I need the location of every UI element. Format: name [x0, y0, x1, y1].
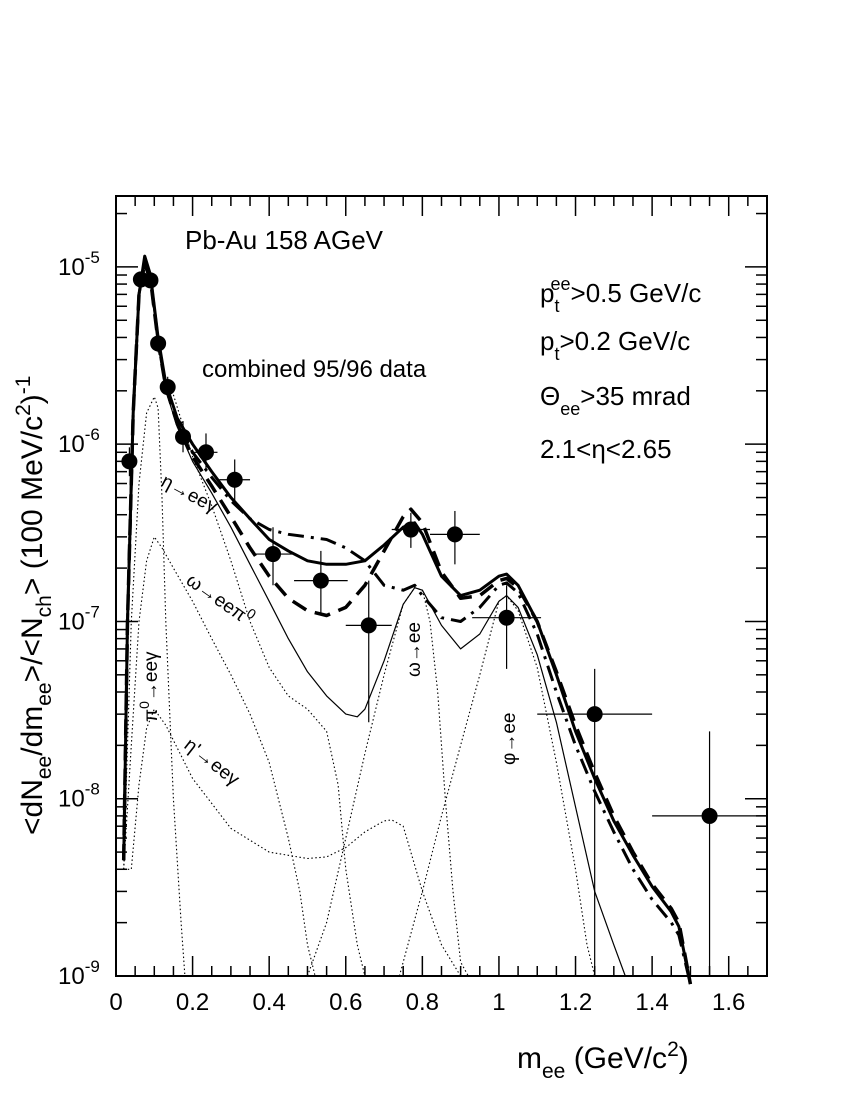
data-point: [391, 512, 431, 548]
x-tick-label: 0.6: [329, 989, 362, 1016]
data-point: [430, 510, 480, 565]
cut-theta: Θee>35 mrad: [540, 381, 691, 419]
data-point: [142, 272, 159, 289]
curve-omega: [306, 587, 469, 977]
data-marker: [175, 428, 192, 445]
data-marker: [159, 379, 176, 396]
label-omega-dalitz: ω→eeπ0: [182, 566, 259, 631]
data-marker: [265, 546, 282, 563]
x-axis-title: mee (GeV/c2): [517, 1038, 689, 1083]
plot-frame: [115, 195, 768, 977]
x-tick-label: 0: [109, 989, 122, 1016]
data-marker: [586, 706, 603, 723]
data-marker: [446, 526, 463, 543]
data-point: [253, 527, 293, 586]
x-tick-label: 1.6: [712, 989, 745, 1016]
y-tick-label: 10-5: [58, 248, 100, 281]
curve-etaprime: [172, 394, 366, 977]
data-point: [345, 580, 392, 723]
data-marker: [498, 609, 515, 626]
x-tick-label: 1.4: [635, 989, 668, 1016]
y-tick-label: 10-6: [58, 425, 100, 458]
y-axis-title: <dNee/dmee>/<Nch> (100 MeV/c2)-1: [12, 376, 56, 835]
curve-phi: [398, 595, 596, 977]
data-marker: [312, 572, 329, 589]
curve-pi0: [123, 396, 186, 977]
x-tick-label: 0.8: [406, 989, 439, 1016]
data-marker: [150, 335, 167, 352]
x-tick-label: 1: [492, 989, 505, 1016]
label-pi0-dalitz: π0→eeγ: [136, 651, 162, 722]
data-marker: [701, 807, 718, 824]
label-phi-ee: φ→ee: [499, 713, 520, 765]
y-tick-label: 10-9: [58, 957, 100, 990]
curve-dashdot-thick: [122, 261, 692, 985]
curve-solid-thin: [123, 266, 626, 977]
data-marker: [197, 444, 214, 461]
data-point: [121, 447, 138, 477]
cut-pt: pt>0.2 GeV/c: [540, 326, 690, 364]
y-tick-label: 10-8: [58, 780, 100, 813]
x-tick-label: 0.2: [176, 989, 209, 1016]
data-point: [159, 376, 176, 397]
x-tick-label: 1.2: [559, 989, 592, 1016]
axis-ticks: 0 0.2 0.4 0.6 0.8 1 1.2 1.4 1.6 10-9 10-8 10-7 10-6 1…: [58, 196, 768, 1016]
cut-eta: 2.1<η<2.65: [540, 434, 672, 464]
label-omega-ee: ω→ee: [404, 622, 425, 677]
data-point: [652, 731, 767, 976]
data-point: [194, 433, 218, 472]
data-marker: [226, 471, 243, 488]
x-tick-label: 0.4: [252, 989, 285, 1016]
curve-eta: [123, 536, 316, 977]
data-point: [472, 585, 542, 669]
data-marker: [121, 453, 138, 470]
data-point: [294, 550, 348, 615]
data-marker: [360, 617, 377, 634]
system-label: Pb-Au 158 AGeV: [185, 225, 384, 255]
label-etaprime-dalitz: η'→eeγ: [180, 734, 244, 790]
dataset-label: combined 95/96 data: [202, 356, 427, 383]
y-tick-label: 10-7: [58, 602, 100, 635]
data-point: [219, 459, 251, 504]
data-point: [175, 421, 192, 453]
cut-pt-ee: ptee>0.5 GeV/c: [540, 274, 701, 316]
curve-omega-dalitz: [123, 708, 462, 977]
curve-dashed-thick: [121, 261, 693, 985]
data-marker: [142, 272, 159, 289]
data-point: [150, 335, 167, 353]
data-point: [537, 668, 653, 976]
data-marker: [402, 521, 419, 538]
data-points: [121, 271, 767, 976]
